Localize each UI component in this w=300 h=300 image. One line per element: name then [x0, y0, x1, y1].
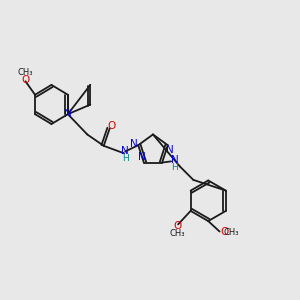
Text: O: O [173, 221, 181, 231]
Text: N: N [171, 155, 178, 165]
Text: CH₃: CH₃ [169, 229, 185, 238]
Text: O: O [21, 74, 30, 85]
Text: CH₃: CH₃ [18, 68, 33, 77]
Text: N: N [130, 139, 138, 149]
Text: CH₃: CH₃ [223, 228, 239, 237]
Text: H: H [122, 154, 129, 163]
Text: O: O [107, 121, 116, 130]
Text: H: H [171, 163, 178, 172]
Text: O: O [220, 227, 229, 237]
Text: N: N [138, 152, 145, 162]
Text: N: N [166, 145, 174, 155]
Text: N: N [121, 146, 129, 157]
Text: N: N [64, 109, 72, 119]
